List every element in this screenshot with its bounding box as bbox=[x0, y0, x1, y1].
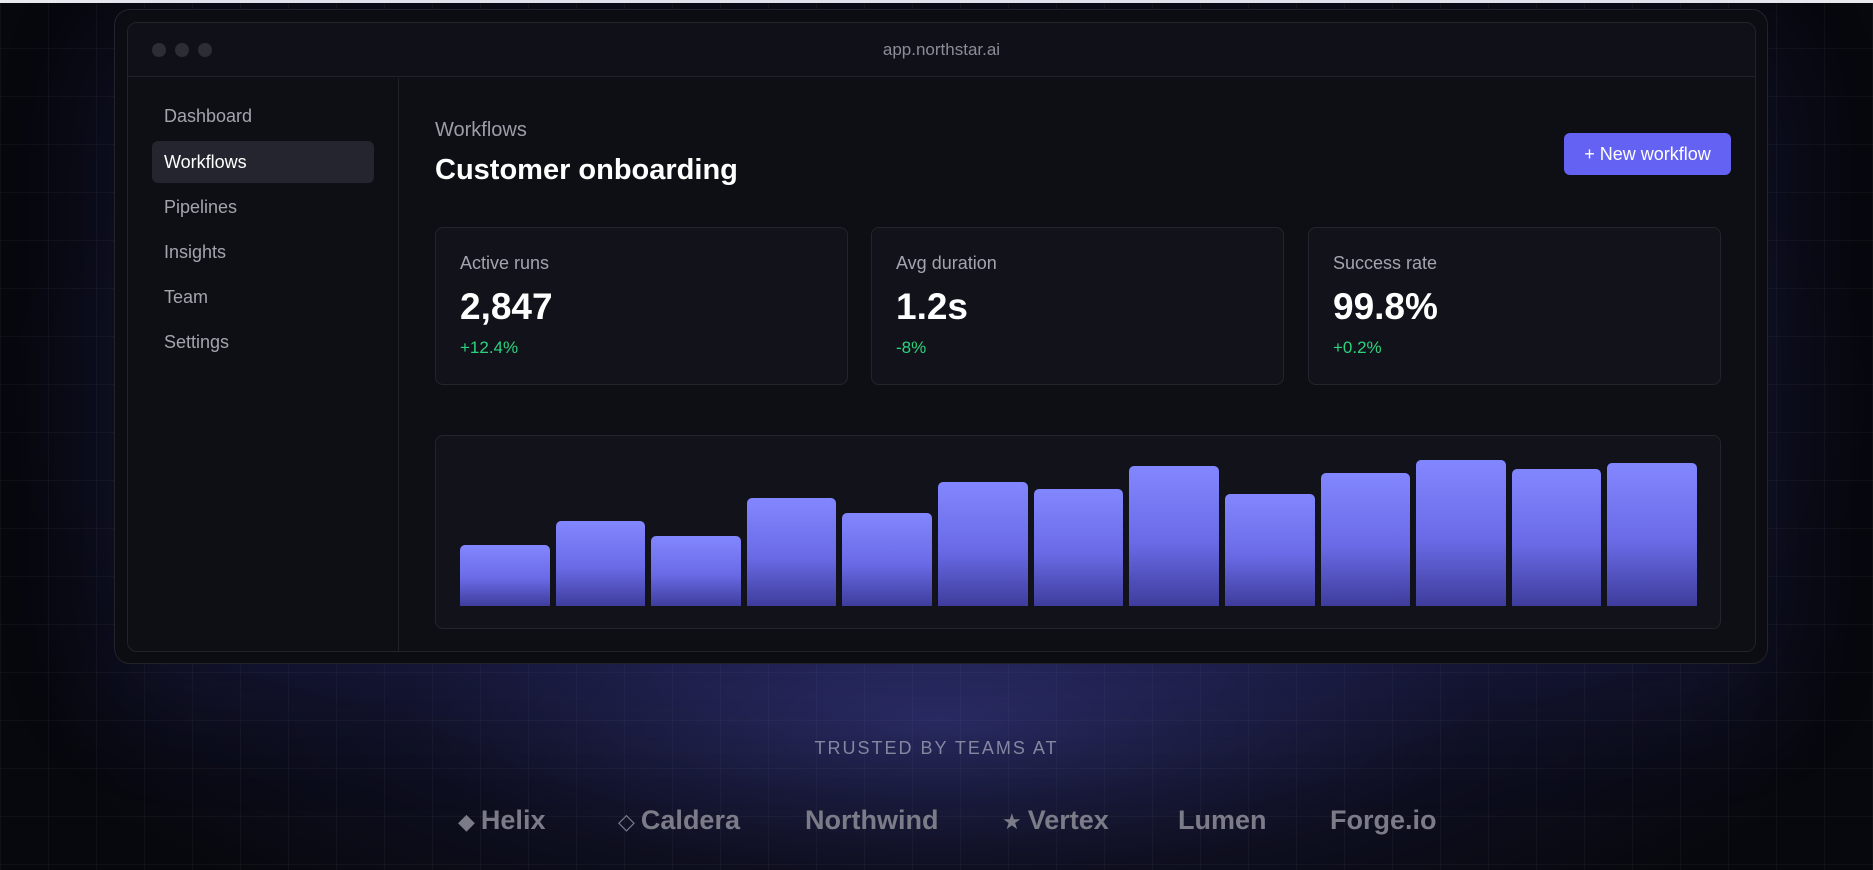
stat-delta: -8% bbox=[896, 338, 927, 357]
chart-bar bbox=[1129, 465, 1219, 606]
sidebar: Dashboard Workflows Pipelines Insights T… bbox=[128, 78, 399, 651]
sidebar-item-workflows[interactable]: Workflows bbox=[152, 141, 374, 183]
new-workflow-button[interactable]: + New workflow bbox=[1564, 133, 1731, 175]
stat-card-active-runs: Active runs 2,847 +12.4% bbox=[435, 227, 848, 385]
diamond-filled-icon: ◆ bbox=[458, 809, 475, 834]
chart-bar bbox=[1607, 462, 1697, 606]
stat-card-success-rate: Success rate 99.8% +0.2% bbox=[1308, 227, 1721, 385]
logo-vertex: ★ Vertex bbox=[1002, 800, 1109, 840]
stat-card-avg-duration: Avg duration 1.2s -8% bbox=[871, 227, 1284, 385]
app-preview-frame: app.northstar.ai Dashboard Workflows Pip… bbox=[114, 9, 1768, 664]
stat-value: 1.2s bbox=[896, 286, 969, 327]
page-top-edge bbox=[0, 0, 1873, 3]
address-url: app.northstar.ai bbox=[882, 40, 1001, 59]
chart-bar bbox=[1033, 489, 1124, 606]
sidebar-item-settings[interactable]: Settings bbox=[164, 332, 230, 352]
logo-northwind: Northwind bbox=[805, 800, 938, 840]
stat-delta: +0.2% bbox=[1333, 338, 1382, 357]
close-dot-icon[interactable] bbox=[152, 43, 166, 57]
chart-bar bbox=[746, 497, 837, 606]
chart-bar bbox=[842, 512, 933, 606]
chart-bar bbox=[1224, 493, 1315, 606]
logo-caldera: ◇ Caldera bbox=[618, 800, 740, 840]
chart-bar bbox=[555, 521, 646, 606]
logo-name: Northwind bbox=[805, 805, 939, 835]
sidebar-item-team[interactable]: Team bbox=[164, 287, 209, 307]
breadcrumb: Workflows bbox=[435, 119, 527, 141]
bar-chart bbox=[460, 460, 1697, 606]
chart-bar bbox=[1320, 473, 1411, 606]
logo-name: Helix bbox=[480, 805, 546, 835]
page-title: Customer onboarding bbox=[435, 154, 738, 186]
window-controls bbox=[152, 43, 212, 57]
customer-logos: ◆ Helix ◇ Caldera Northwind ★ Vertex Lumen … bbox=[0, 800, 1873, 840]
runs-chart-panel bbox=[435, 435, 1721, 629]
stat-value: 99.8% bbox=[1333, 286, 1438, 327]
chart-bar bbox=[938, 481, 1028, 606]
logo-name: Vertex bbox=[1027, 805, 1109, 835]
stat-delta: +12.4% bbox=[460, 338, 519, 357]
logo-name: Caldera bbox=[640, 805, 740, 835]
logo-lumen: Lumen bbox=[1178, 800, 1267, 840]
sidebar-item-pipelines[interactable]: Pipelines bbox=[164, 197, 238, 217]
maximize-dot-icon[interactable] bbox=[198, 43, 212, 57]
minimize-dot-icon[interactable] bbox=[175, 43, 189, 57]
trusted-by-label: TRUSTED BY TEAMS AT bbox=[814, 738, 1059, 758]
sidebar-item-dashboard[interactable]: Dashboard bbox=[164, 106, 253, 126]
sidebar-item-insights[interactable]: Insights bbox=[164, 242, 227, 262]
stat-label: Active runs bbox=[460, 253, 550, 273]
star-icon: ★ bbox=[1002, 809, 1022, 834]
window-titlebar: app.northstar.ai bbox=[128, 23, 1755, 77]
chart-bar bbox=[1416, 460, 1506, 606]
logo-forge-io: Forge.io bbox=[1330, 800, 1437, 840]
stat-value: 2,847 bbox=[460, 286, 553, 327]
diamond-outline-icon: ◇ bbox=[618, 809, 635, 834]
chart-bar bbox=[1511, 468, 1602, 606]
logo-name: Forge.io bbox=[1330, 805, 1437, 835]
logo-name: Lumen bbox=[1178, 805, 1267, 835]
app-window: app.northstar.ai Dashboard Workflows Pip… bbox=[127, 22, 1756, 652]
stat-label: Success rate bbox=[1333, 253, 1438, 273]
stat-label: Avg duration bbox=[896, 253, 997, 273]
chart-bar bbox=[460, 544, 550, 606]
chart-bar bbox=[651, 535, 741, 606]
main-content: Workflows Customer onboarding + New work… bbox=[400, 78, 1755, 651]
logo-helix: ◆ Helix bbox=[458, 800, 545, 840]
